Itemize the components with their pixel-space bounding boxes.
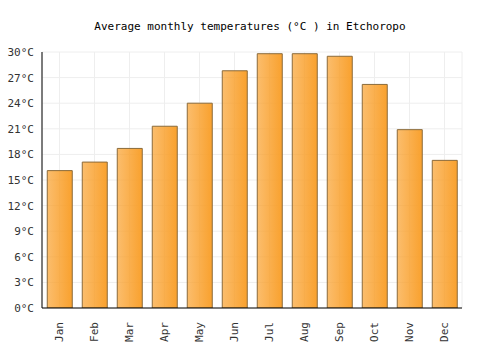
svg-text:6°C: 6°C bbox=[14, 251, 34, 264]
svg-text:18°C: 18°C bbox=[8, 148, 35, 161]
svg-text:Oct: Oct bbox=[368, 322, 381, 342]
svg-text:3°C: 3°C bbox=[14, 276, 34, 289]
svg-text:May: May bbox=[193, 322, 206, 342]
html-text:Average monthly temperatures (: Average monthly temperatures (°C ) in Et… bbox=[94, 20, 406, 33]
svg-text:12°C: 12°C bbox=[8, 200, 35, 213]
svg-text:Jan: Jan bbox=[53, 322, 66, 342]
svg-text:15°C: 15°C bbox=[8, 174, 35, 187]
svg-text:Feb: Feb bbox=[88, 322, 101, 342]
svg-text:24°C: 24°C bbox=[8, 97, 35, 110]
svg-text:Jul: Jul bbox=[263, 322, 276, 342]
svg-text:Apr: Apr bbox=[158, 322, 171, 342]
svg-text:9°C: 9°C bbox=[14, 225, 34, 238]
svg-text:Jun: Jun bbox=[228, 322, 241, 342]
svg-text:Mar: Mar bbox=[123, 322, 136, 342]
svg-text:Dec: Dec bbox=[438, 322, 451, 342]
svg-text:27°C: 27°C bbox=[8, 72, 35, 85]
svg-text:30°C: 30°C bbox=[8, 46, 35, 59]
svg-text:Sep: Sep bbox=[333, 322, 346, 342]
svg-text:Nov: Nov bbox=[403, 322, 416, 342]
svg-text:21°C: 21°C bbox=[8, 123, 35, 136]
svg-text:Aug: Aug bbox=[298, 322, 311, 342]
svg-text:0°C: 0°C bbox=[14, 302, 34, 315]
